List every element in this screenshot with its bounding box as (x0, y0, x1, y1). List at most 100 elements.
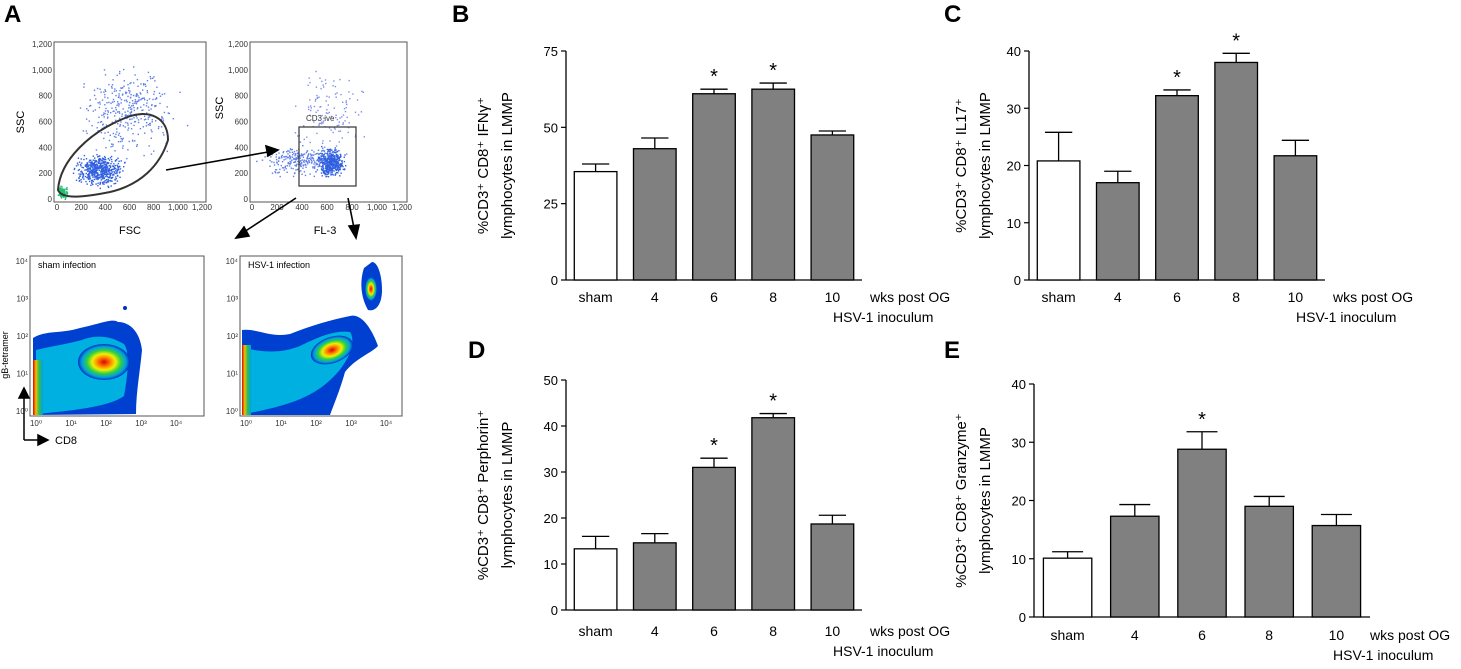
tick-label: 1,000 (168, 203, 189, 212)
plot1-xlabel: FSC (119, 225, 141, 237)
scatter-dot (80, 171, 82, 173)
y-tick-label: 10 (544, 557, 558, 572)
density-hotspot (310, 335, 354, 365)
scatter-dot (104, 132, 106, 134)
scatter-dot (107, 186, 110, 189)
y-axis-label-line2: lymphocytes in LMMP (499, 422, 516, 569)
scatter-dot (80, 178, 82, 181)
scatter-dot (60, 197, 63, 199)
scatter-dot (107, 131, 109, 133)
scatter-dot (89, 177, 91, 180)
tick-label: 10² (226, 332, 238, 341)
scatter-dot (326, 159, 328, 161)
scatter-dot (105, 147, 107, 149)
scatter-dot (78, 173, 80, 175)
scatter-dot (290, 149, 292, 151)
scatter-dot (90, 104, 92, 107)
scatter-dot (110, 102, 112, 104)
scatter-dot (76, 162, 79, 164)
scatter-dot (286, 157, 289, 159)
scatter-dot (329, 155, 331, 157)
scatter-dot (331, 168, 333, 170)
scatter-dot (326, 164, 328, 166)
x-ticks: 10⁰ 10¹ 10² 10³ 10⁴ (240, 419, 393, 428)
scatter-dot (332, 153, 334, 156)
scatter-dot (334, 162, 336, 164)
scatter-dot (89, 176, 91, 179)
tick-label: 200 (39, 169, 53, 178)
scatter-dot (275, 156, 277, 158)
scatter-dot (103, 112, 105, 114)
scatter-dot (80, 158, 82, 160)
scatter-dot (99, 158, 101, 160)
scatter-dot (64, 191, 66, 193)
scatter-dot (155, 97, 158, 99)
x-axis-label: wks post OG (1369, 627, 1450, 643)
scatter-dot (346, 153, 348, 155)
scatter-dot (96, 165, 99, 167)
scatter-dot (328, 148, 330, 151)
scatter-dot (333, 165, 335, 168)
scatter-dot (92, 180, 94, 183)
scatter-dot (101, 114, 103, 117)
scatter-dot (95, 167, 97, 169)
tick-label: 600 (123, 203, 137, 212)
scatter-dot (118, 169, 120, 171)
scatter-dot (324, 174, 326, 176)
scatter-dot (324, 167, 327, 169)
scatter-dot (142, 97, 144, 100)
y-tick-label: 40 (544, 419, 558, 434)
scatter-dot (119, 135, 122, 138)
scatter-dot (305, 164, 307, 166)
scatter-dot (322, 166, 324, 168)
scatter-dot (328, 161, 330, 163)
scatter-dot (120, 102, 122, 104)
scatter-dot (323, 86, 325, 88)
y-axis-label-line2: lymphocytes in LMMP (977, 427, 994, 574)
scatter-dot (119, 97, 121, 99)
scatter-dot (297, 158, 299, 160)
scatter-dot (127, 127, 130, 129)
scatter-dot (122, 86, 124, 89)
scatter-dot (111, 121, 113, 123)
scatter-dot (79, 107, 82, 109)
scatter-dot (85, 172, 87, 175)
scatter-dot (343, 108, 346, 110)
scatter-dot (150, 137, 152, 139)
scatter-dot (110, 170, 113, 172)
scatter-dot (85, 158, 88, 160)
scatter-dot (99, 162, 101, 165)
scatter-dot (116, 171, 118, 173)
scatter-dot (112, 132, 115, 135)
scatter-dot (112, 176, 114, 179)
scatter-dot (324, 79, 327, 81)
scatter-dot (155, 105, 157, 107)
x-tick-label: 6 (710, 623, 718, 639)
scatter-dot (156, 86, 158, 88)
scatter-dot (99, 160, 101, 163)
scatter-dot (321, 154, 323, 156)
scatter-dot (125, 121, 127, 124)
scatter-dot (337, 155, 339, 157)
scatter-dot (91, 171, 93, 174)
scatter-dot (103, 137, 105, 140)
scatter-dot (91, 125, 93, 127)
scatter-dot (325, 170, 328, 173)
scatter-dot (100, 165, 103, 167)
scatter-dot (104, 104, 106, 106)
scatter-dot (106, 165, 108, 168)
scatter-dot (121, 138, 124, 140)
scatter-dot (293, 158, 295, 161)
scatter-dot (289, 158, 291, 160)
scatter-dot (304, 163, 306, 166)
scatter-dot (133, 121, 136, 123)
scatter-dot (111, 87, 113, 89)
scatter-dot (325, 169, 327, 172)
scatter-dot (295, 165, 297, 167)
scatter-dot (333, 170, 335, 172)
scatter-dot (101, 173, 104, 175)
scatter-dot (103, 183, 105, 185)
scatter-dot (340, 155, 342, 158)
scatter-dot (162, 118, 164, 120)
scatter-dot (111, 165, 114, 167)
